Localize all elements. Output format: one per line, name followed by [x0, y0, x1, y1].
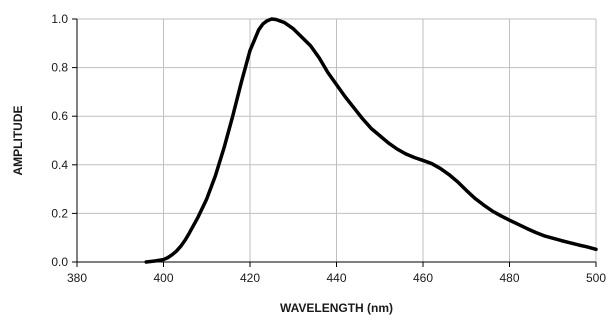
x-tick-label: 460 [413, 271, 433, 285]
x-tick-label: 440 [326, 271, 346, 285]
axes [72, 18, 597, 267]
grid-lines [77, 18, 597, 262]
series-lines [144, 17, 598, 264]
y-tick-label: 0.2 [51, 206, 68, 220]
series-line-0 [144, 17, 598, 264]
x-tick-label: 480 [499, 271, 519, 285]
y-tick-label: 0.4 [51, 158, 68, 172]
y-tick-label: 0.8 [51, 61, 68, 75]
x-tick-label: 380 [67, 271, 87, 285]
tick-labels: 0.0 0.2 0.4 0.6 0.8 1.0 380 400 420 440 460 480 500 [51, 12, 606, 285]
y-axis-title: AMPLITUDE [11, 106, 25, 176]
x-tick-label: 420 [240, 271, 260, 285]
y-tick-label: 1.0 [51, 12, 68, 26]
x-tick-label: 400 [153, 271, 173, 285]
x-axis-title: WAVELENGTH (nm) [280, 301, 393, 315]
y-tick-label: 0.6 [51, 109, 68, 123]
x-tick-label: 500 [586, 271, 606, 285]
y-tick-label: 0.0 [51, 255, 68, 269]
